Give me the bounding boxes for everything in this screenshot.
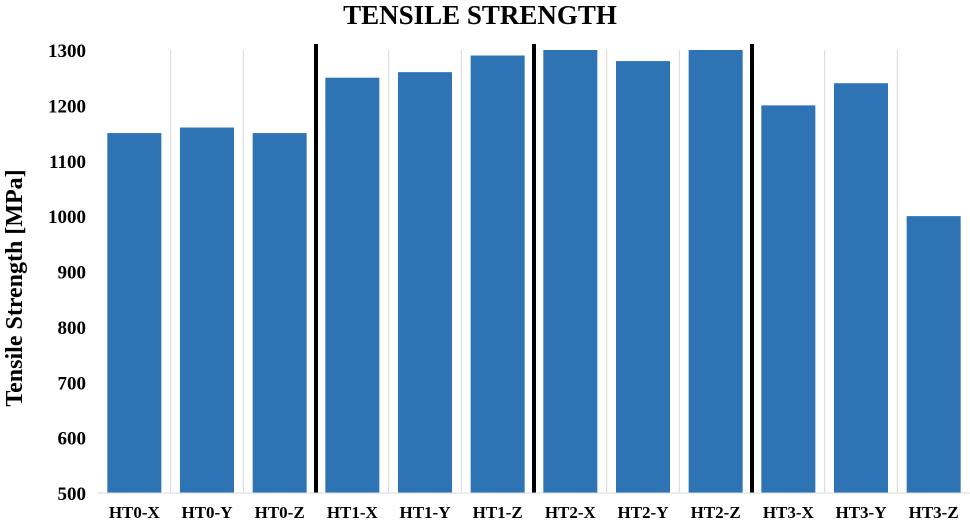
- bar-ht0-y: [180, 127, 234, 494]
- x-tick-label: HT1-Y: [400, 503, 451, 522]
- y-tick-label: 1000: [48, 207, 86, 228]
- x-tick-label: HT1-Z: [473, 503, 523, 522]
- x-tick-label: HT3-Y: [836, 503, 887, 522]
- bar-ht2-z: [688, 50, 743, 493]
- x-tick-label: HT0-Z: [255, 503, 305, 522]
- bar-ht3-y: [834, 83, 888, 493]
- y-tick-label: 900: [58, 263, 87, 284]
- x-tick-label: HT3-X: [763, 503, 815, 522]
- x-tick-label: HT2-Y: [618, 503, 669, 522]
- bar-ht1-y: [398, 72, 452, 494]
- bars: [107, 50, 961, 494]
- y-tick-label: 1100: [49, 152, 86, 173]
- y-tick-labels: 500 600 700 800 900 1000 1100 1200 1300: [48, 41, 86, 505]
- bar-ht1-x: [325, 77, 380, 493]
- x-tick-label: HT0-X: [109, 503, 161, 522]
- bar-ht0-x: [107, 133, 162, 493]
- group-separators: [314, 44, 754, 493]
- x-tick-label: HT2-X: [545, 503, 597, 522]
- bar-ht0-z: [252, 133, 307, 493]
- y-tick-label: 1300: [48, 41, 86, 62]
- x-tick-label: HT2-Z: [691, 503, 741, 522]
- y-tick-label: 500: [58, 484, 87, 505]
- y-tick-label: 600: [58, 429, 87, 450]
- x-tick-label: HT3-Z: [909, 503, 959, 522]
- y-tick-label: 800: [58, 318, 87, 339]
- y-tick-label: 1200: [48, 96, 86, 117]
- y-axis-label: Tensile Strength [MPa]: [2, 169, 28, 406]
- chart-title: TENSILE STRENGTH: [343, 0, 617, 30]
- x-tick-label: HT0-Y: [182, 503, 233, 522]
- x-tick-label: HT1-X: [327, 503, 379, 522]
- bar-ht3-x: [761, 105, 816, 493]
- bar-ht2-y: [616, 61, 670, 493]
- bar-ht1-z: [470, 55, 525, 493]
- x-tick-labels: HT0-X HT0-Y HT0-Z HT1-X HT1-Y HT1-Z HT2-X HT2-Y…: [109, 503, 959, 522]
- bar-ht2-x: [543, 50, 598, 493]
- y-tick-label: 700: [58, 373, 87, 394]
- bar-ht3-z: [906, 216, 961, 493]
